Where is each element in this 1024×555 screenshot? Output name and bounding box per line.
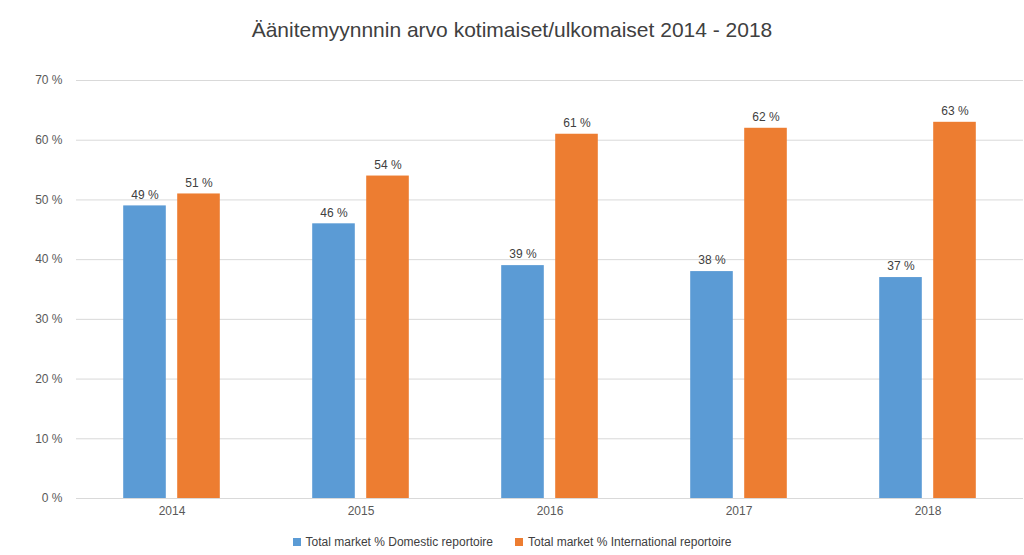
svg-text:2017: 2017: [726, 504, 753, 518]
svg-text:49 %: 49 %: [131, 188, 159, 202]
svg-text:50 %: 50 %: [35, 193, 63, 207]
svg-text:62 %: 62 %: [752, 110, 780, 124]
svg-text:38 %: 38 %: [698, 253, 726, 267]
svg-text:30 %: 30 %: [35, 312, 63, 326]
svg-text:46 %: 46 %: [320, 206, 348, 220]
svg-text:63 %: 63 %: [941, 104, 969, 118]
svg-text:60 %: 60 %: [35, 133, 63, 147]
html-text:Total market % Domestic report: Total market % Domestic reportoire: [305, 535, 493, 549]
svg-text:39 %: 39 %: [509, 247, 537, 261]
svg-text:54 %: 54 %: [374, 158, 402, 172]
svg-text:2018: 2018: [915, 504, 942, 518]
html-text:Äänitemyynnnin arvo kotimaiset: Äänitemyynnnin arvo kotimaiset/ulkomaise…: [251, 18, 773, 41]
svg-text:10 %: 10 %: [35, 432, 63, 446]
svg-text:37 %: 37 %: [887, 259, 915, 273]
svg-text:2014: 2014: [159, 504, 186, 518]
svg-text:20 %: 20 %: [35, 372, 63, 386]
svg-text:51 %: 51 %: [185, 176, 213, 190]
svg-text:61 %: 61 %: [563, 116, 591, 130]
svg-text:40 %: 40 %: [35, 252, 63, 266]
html-text:Total market % International r: Total market % International reportoire: [528, 535, 732, 549]
svg-text:2015: 2015: [348, 504, 375, 518]
svg-text:0 %: 0 %: [42, 491, 63, 505]
svg-text:2016: 2016: [537, 504, 564, 518]
svg-text:70 %: 70 %: [35, 73, 63, 87]
